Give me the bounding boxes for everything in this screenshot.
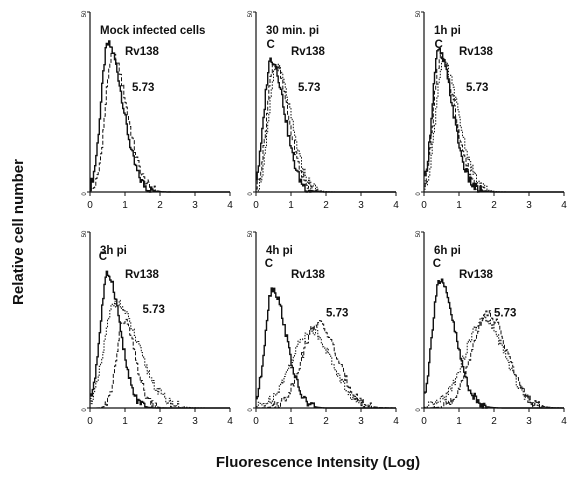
x-tick-label: 4	[561, 416, 567, 427]
curve-label: C	[99, 251, 107, 263]
curve-label: Rv138	[125, 46, 159, 58]
x-tick-label: 0	[421, 416, 427, 427]
panel-title: 6h pi	[434, 245, 461, 257]
curve-label: 5.73	[494, 307, 516, 319]
series-rv138-line	[90, 318, 230, 409]
y-tick-label: 0	[82, 192, 88, 196]
x-tick-label: 4	[227, 200, 233, 211]
x-tick-label: 2	[491, 200, 497, 211]
x-tick-label: 2	[157, 416, 163, 427]
panel-4: 0 50 0 1 2 3 4 3h piC Rv138 5.73	[82, 230, 233, 427]
x-tick-label: 3	[526, 416, 532, 427]
series-c-line	[256, 57, 396, 193]
x-tick-label: 3	[358, 416, 364, 427]
x-tick-label: 0	[253, 200, 259, 211]
curve-label: 5.73	[326, 307, 348, 319]
panel-5: 0 50 0 1 2 3 4 4h piC Rv138 5.73	[248, 230, 399, 427]
y-tick-label: 50	[82, 230, 88, 237]
curve-label: C	[433, 258, 441, 270]
curve-label: 5.73	[466, 82, 488, 94]
curve-label: Rv138	[291, 46, 325, 58]
x-tick-label: 4	[227, 416, 233, 427]
series-c-line	[90, 270, 230, 409]
curve-label: Rv138	[291, 269, 325, 281]
series-rv138-line	[424, 310, 564, 409]
y-tick-label: 50	[416, 10, 422, 17]
x-tick-label: 4	[393, 200, 399, 211]
y-tick-label: 50	[416, 230, 422, 237]
x-tick-label: 1	[288, 200, 294, 211]
curve-label: Rv138	[459, 269, 493, 281]
x-tick-label: 1	[122, 200, 128, 211]
y-tick-label: 50	[248, 230, 254, 237]
panel-title: 4h pi	[266, 245, 293, 257]
series-rv138-line	[256, 320, 396, 409]
panel-2: 0 50 0 1 2 3 4 30 min. pi C Rv138 5.73	[248, 10, 399, 211]
series-c-line	[256, 287, 396, 409]
panel-title: 30 min. pi	[266, 25, 319, 37]
y-tick-label: 50	[248, 10, 254, 17]
x-tick-label: 1	[456, 416, 462, 427]
x-tick-label: 3	[358, 200, 364, 211]
x-axis-label: Fluorescence Intensity (Log)	[216, 454, 420, 471]
x-tick-label: 3	[192, 200, 198, 211]
series-5-73-line	[90, 299, 230, 409]
series-rv138-line	[90, 40, 230, 193]
curve-label: Rv138	[125, 269, 159, 281]
y-axis-label: Relative cell number	[10, 159, 27, 305]
x-tick-label: 2	[157, 200, 163, 211]
curve-label: 5.73	[132, 82, 154, 94]
y-tick-label: 0	[416, 408, 422, 412]
series-rv138-line	[424, 54, 564, 193]
y-tick-label: 0	[416, 192, 422, 196]
panel-title: Mock infected cells	[100, 25, 205, 37]
panel-3: 0 50 0 1 2 3 4 1h pi C Rv138 5.73	[416, 10, 567, 211]
x-tick-label: 3	[526, 200, 532, 211]
curve-label: Rv138	[459, 46, 493, 58]
x-tick-label: 2	[491, 416, 497, 427]
x-tick-label: 3	[192, 416, 198, 427]
curve-label: 5.73	[298, 82, 320, 94]
x-tick-label: 0	[421, 200, 427, 211]
panel-1: 0 50 0 1 2 3 4 Mock infected cells Rv138 5.73	[82, 10, 233, 211]
x-tick-label: 2	[323, 200, 329, 211]
x-tick-label: 1	[456, 200, 462, 211]
x-tick-label: 0	[87, 416, 93, 427]
series-5-73-line	[90, 50, 230, 193]
curve-label: C	[265, 258, 273, 270]
x-tick-label: 0	[87, 200, 93, 211]
x-tick-label: 1	[288, 416, 294, 427]
curve-label: 5.73	[143, 304, 165, 316]
panel-6: 0 50 0 1 2 3 4 6h piC Rv138 5.73	[416, 230, 567, 427]
series-5-73-line	[424, 57, 564, 193]
series-5-73-line	[256, 327, 396, 409]
curve-label: C	[435, 39, 443, 51]
x-tick-label: 4	[393, 416, 399, 427]
series-5-73-line	[256, 63, 396, 193]
x-tick-label: 0	[253, 416, 259, 427]
x-tick-label: 2	[323, 416, 329, 427]
y-tick-label: 50	[82, 10, 88, 17]
curve-label: C	[267, 39, 275, 51]
x-tick-label: 1	[122, 416, 128, 427]
y-tick-label: 0	[248, 192, 254, 196]
series-c-line	[424, 47, 564, 193]
y-tick-label: 0	[248, 408, 254, 412]
series-rv138-line	[256, 63, 396, 193]
x-tick-label: 4	[561, 200, 567, 211]
panel-title: 1h pi	[434, 25, 461, 37]
y-tick-label: 0	[82, 408, 88, 412]
series-c-line	[424, 278, 564, 409]
series-5-73-line	[424, 315, 564, 409]
panel-title: 3h pi	[100, 245, 127, 257]
